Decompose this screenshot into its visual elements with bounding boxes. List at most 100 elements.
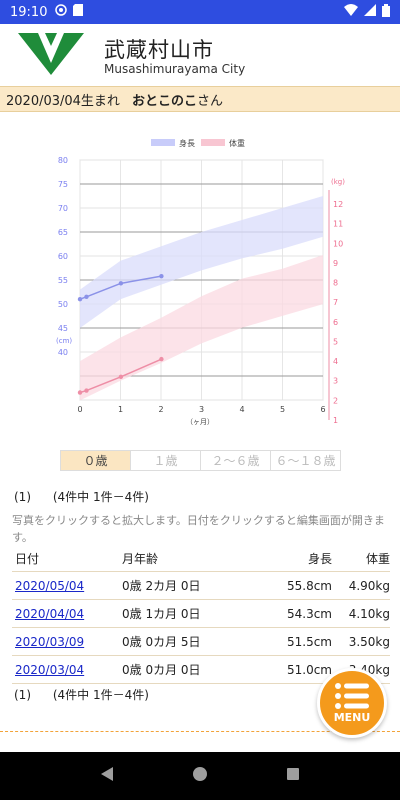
legend-swatch-weight: [201, 139, 225, 146]
height-cell: 51.0cm: [286, 662, 332, 677]
col-date: 日付: [15, 552, 40, 566]
tab-age-2-6[interactable]: ２〜６歳: [201, 451, 271, 470]
right-tick-label: 1: [333, 416, 338, 425]
date-link[interactable]: 2020/03/09: [15, 634, 85, 649]
right-tick-label: 6: [333, 318, 338, 327]
sync-icon: [55, 4, 68, 20]
left-tick-label: 70: [58, 204, 68, 213]
left-tick-label: 75: [58, 180, 68, 189]
table-row: 2020/05/04 0歳 2カ月 0日 55.8cm 4.90kg: [12, 572, 390, 600]
age-cell: 0歳 0カ月 0日: [122, 663, 201, 677]
right-tick-label: 2: [333, 396, 338, 405]
x-tick-label: 1: [118, 405, 123, 414]
height-cell: 55.8cm: [286, 578, 332, 593]
right-tick-label: 4: [333, 357, 338, 366]
age-cell: 0歳 0カ月 5日: [122, 635, 201, 649]
x-tick-label: 2: [158, 405, 163, 414]
data-point: [84, 388, 89, 393]
data-point: [118, 281, 124, 286]
right-tick-label: 7: [333, 298, 338, 307]
weight-cell: 4.10kg: [348, 606, 390, 621]
legend-label-weight: 体重: [229, 138, 245, 148]
page-link[interactable]: (1): [14, 490, 31, 504]
app-header: 武蔵村山市 Musashimurayama City: [0, 24, 400, 86]
data-point: [159, 356, 164, 362]
date-link[interactable]: 2020/04/04: [15, 606, 85, 621]
x-axis-label: （ヶ月）: [186, 418, 214, 426]
right-tick-label: 11: [333, 220, 343, 229]
status-time: 19:10: [10, 4, 48, 20]
age-cell: 0歳 1カ月 0日: [122, 607, 201, 621]
battery-icon: [382, 3, 390, 21]
pager-top: (1) (4件中 1件－4件): [14, 488, 149, 505]
hint-text: 写真をクリックすると拡大します。日付をクリックすると編集画面が開きます。: [12, 514, 385, 544]
height-cell: 54.3cm: [286, 606, 332, 621]
weight-cell: 4.90kg: [348, 578, 390, 593]
city-name-en: Musashimurayama City: [104, 62, 246, 76]
col-height: 身長: [307, 552, 332, 566]
age-tabs: ０歳 １歳 ２〜６歳 ６〜１８歳: [60, 450, 341, 471]
left-tick-label: 45: [58, 324, 68, 333]
x-tick-label: 4: [239, 405, 244, 414]
x-tick-label: 5: [280, 405, 285, 414]
weight-cell: 3.50kg: [348, 634, 390, 649]
city-logo-icon: [18, 33, 84, 75]
back-icon[interactable]: [99, 766, 115, 786]
table-row: 2020/04/04 0歳 1カ月 0日 54.3cm 4.10kg: [12, 600, 390, 628]
table-row: 2020/03/04 0歳 0カ月 0日 51.0cm 3.40kg: [12, 656, 390, 684]
left-tick-label: 40: [58, 348, 68, 357]
legend-swatch-height: [151, 139, 175, 146]
series-line: [79, 358, 162, 394]
pager-bottom: (1) (4件中 1件－4件): [14, 686, 149, 703]
right-tick-label: 12: [333, 200, 343, 209]
table-row: 2020/03/09 0歳 0カ月 5日 51.5cm 3.50kg: [12, 628, 390, 656]
sd-card-icon: [73, 4, 84, 20]
data-point: [118, 374, 124, 379]
growth-chart-svg: 404550556065707580(cm)123456789101112(kg…: [56, 138, 345, 426]
right-axis-unit: (kg): [331, 178, 345, 186]
tab-age-6-18[interactable]: ６〜１８歳: [271, 451, 340, 470]
legend-label-height: 身長: [179, 138, 195, 148]
growth-table: 日付 月年齢 身長 体重 2020/05/04 0歳 2カ月 0日 55.8cm…: [12, 546, 390, 684]
wifi-icon: [344, 4, 358, 20]
child-honorific: さん: [196, 93, 223, 109]
menu-button[interactable]: MENU: [317, 668, 387, 738]
page-summary: (4件中 1件－4件): [52, 490, 149, 504]
signal-icon: [364, 4, 376, 20]
percentile-band: [80, 255, 323, 401]
tab-age-0[interactable]: ０歳: [61, 451, 131, 470]
left-tick-label: 60: [58, 252, 68, 261]
right-tick-label: 10: [333, 239, 343, 248]
growth-chart: 40 45 50 55 60 65 70 75 80 (cm) 1 2 3 4 5 6 7 8 9 10 11 12 (kg…: [0, 130, 400, 450]
page-link[interactable]: (1): [14, 688, 31, 702]
footer-divider: [0, 731, 400, 732]
right-tick-label: 9: [333, 259, 338, 268]
date-link[interactable]: 2020/05/04: [15, 578, 85, 593]
menu-icon: [335, 682, 369, 709]
series-line: [79, 275, 162, 300]
page-summary: (4件中 1件－4件): [52, 688, 149, 702]
x-tick-label: 6: [320, 405, 325, 414]
recents-icon[interactable]: [285, 766, 301, 786]
child-name: おとこのこ: [131, 93, 197, 109]
android-nav-bar: [0, 752, 400, 800]
right-tick-label: 8: [333, 279, 338, 288]
col-age: 月年齢: [122, 552, 159, 566]
percentile-band: [80, 196, 323, 328]
home-icon[interactable]: [192, 766, 208, 786]
left-tick-label: 55: [58, 276, 68, 285]
left-tick-label: 50: [58, 300, 68, 309]
child-info-bar: 2020/03/04生まれ おとこのこ さん: [0, 86, 400, 112]
date-link[interactable]: 2020/03/04: [15, 662, 85, 677]
right-tick-label: 3: [333, 377, 338, 386]
left-tick-label: 80: [58, 156, 68, 165]
table-header: 日付 月年齢 身長 体重: [12, 546, 390, 572]
left-axis-unit: (cm): [56, 337, 72, 345]
child-birth: 2020/03/04生まれ: [6, 93, 120, 109]
tab-age-1[interactable]: １歳: [131, 451, 201, 470]
height-cell: 51.5cm: [286, 634, 332, 649]
right-tick-label: 5: [333, 337, 338, 346]
age-cell: 0歳 2カ月 0日: [122, 579, 201, 593]
status-bar: 19:10: [0, 0, 400, 24]
data-point: [77, 390, 83, 395]
